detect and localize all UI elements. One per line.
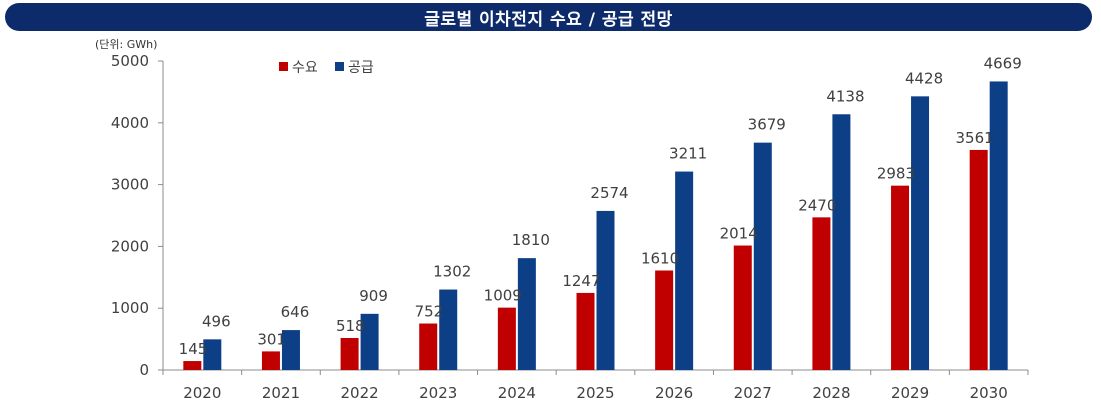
- data-label-demand-2024: 1009: [484, 287, 522, 305]
- data-label-supply-2029: 4428: [905, 69, 943, 87]
- legend-label-supply: 공급: [348, 60, 374, 76]
- data-label-supply-2027: 3679: [748, 116, 786, 134]
- data-label-demand-2022: 518: [336, 317, 365, 335]
- data-label-demand-2021: 301: [257, 330, 286, 348]
- data-label-supply-2022: 909: [359, 287, 388, 305]
- data-label-demand-2030: 3561: [955, 129, 993, 147]
- data-label-demand-2027: 2014: [720, 225, 758, 243]
- bar-demand-2020: [183, 361, 202, 370]
- x-tick-label: 2027: [734, 384, 772, 402]
- y-tick-label: 1000: [111, 299, 149, 317]
- bar-supply-2024: [517, 258, 536, 370]
- data-label-supply-2024: 1810: [512, 231, 550, 249]
- bar-demand-2029: [891, 185, 910, 370]
- bar-demand-2028: [812, 217, 831, 370]
- data-label-supply-2030: 4669: [984, 54, 1022, 72]
- bar-demand-2026: [655, 270, 674, 370]
- data-label-supply-2021: 646: [281, 303, 310, 321]
- bar-demand-2021: [261, 351, 280, 370]
- data-label-demand-2029: 2983: [877, 165, 915, 183]
- data-label-demand-2020: 145: [179, 340, 208, 358]
- x-tick-label: 2029: [891, 384, 929, 402]
- bar-demand-2025: [576, 292, 595, 370]
- data-label-supply-2026: 3211: [669, 145, 707, 163]
- bar-supply-2029: [911, 96, 930, 370]
- data-label-demand-2023: 752: [415, 303, 444, 321]
- legend-label-demand: 수요: [292, 60, 318, 76]
- x-tick-label: 2026: [655, 384, 693, 402]
- chart-title: 글로벌 이차전지 수요 / 공급 전망: [424, 9, 673, 30]
- data-label-demand-2028: 2470: [798, 196, 836, 214]
- bar-supply-2026: [675, 171, 694, 370]
- data-label-demand-2026: 1610: [641, 250, 679, 268]
- data-label-supply-2023: 1302: [433, 263, 471, 281]
- x-tick-label: 2028: [812, 384, 850, 402]
- bar-supply-2020: [203, 339, 222, 370]
- legend-swatch-demand: [279, 62, 288, 71]
- y-tick-label: 0: [139, 361, 149, 379]
- bar-supply-2021: [281, 330, 300, 370]
- y-tick-label: 5000: [111, 52, 149, 70]
- title-bar: 글로벌 이차전지 수요 / 공급 전망: [5, 3, 1092, 31]
- unit-label: (단위: GWh): [95, 38, 158, 51]
- x-tick-label: 2030: [970, 384, 1008, 402]
- x-tick-label: 2025: [576, 384, 614, 402]
- bar-demand-2022: [340, 337, 359, 370]
- y-tick-label: 3000: [111, 176, 149, 194]
- bar-demand-2027: [733, 245, 752, 370]
- bar-supply-2023: [439, 289, 458, 370]
- y-tick-label: 4000: [111, 114, 149, 132]
- x-tick-label: 2020: [183, 384, 221, 402]
- data-label-supply-2020: 496: [202, 312, 231, 330]
- data-label-supply-2028: 4138: [826, 87, 864, 105]
- x-tick-label: 2023: [419, 384, 457, 402]
- bar-supply-2025: [596, 210, 615, 370]
- bar-supply-2027: [753, 142, 772, 370]
- x-tick-label: 2022: [340, 384, 378, 402]
- data-label-supply-2025: 2574: [590, 184, 628, 202]
- bar-supply-2022: [360, 313, 379, 370]
- bar-supply-2028: [832, 114, 851, 370]
- bar-demand-2030: [969, 149, 988, 370]
- y-tick-label: 2000: [111, 237, 149, 255]
- bar-demand-2024: [497, 307, 516, 370]
- x-tick-label: 2024: [498, 384, 536, 402]
- bar-demand-2023: [419, 323, 438, 370]
- data-label-demand-2025: 1247: [562, 272, 600, 290]
- legend-swatch-supply: [335, 62, 344, 71]
- bar-supply-2030: [989, 81, 1008, 370]
- x-tick-label: 2021: [262, 384, 300, 402]
